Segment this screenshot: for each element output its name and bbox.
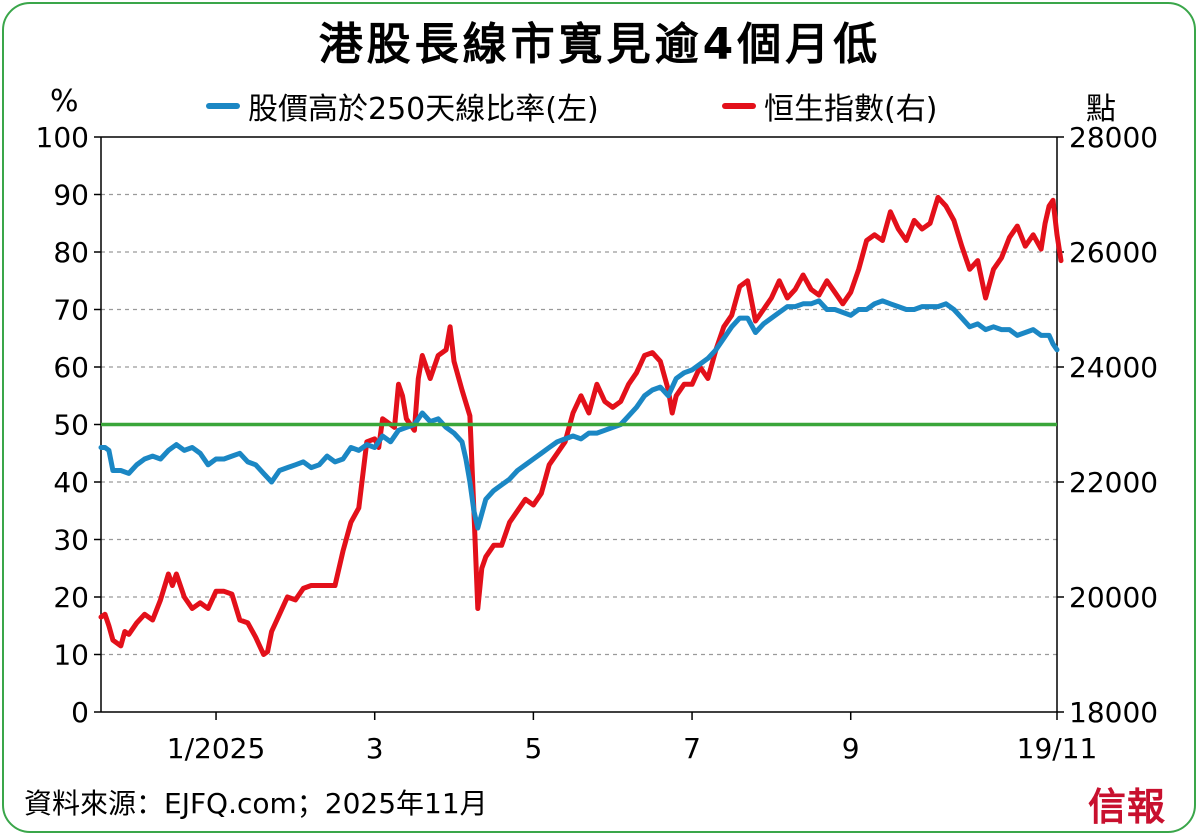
publisher-logo: 信報 <box>1088 784 1167 829</box>
legend-swatch-breadth <box>206 103 240 109</box>
right-tick-label-22000: 22000 <box>1069 466 1158 499</box>
left-tick-label-70: 70 <box>53 294 89 327</box>
x-tick-label-5: 19/11 <box>1017 732 1098 765</box>
right-tick-label-20000: 20000 <box>1069 581 1158 614</box>
legend-swatch-hsi <box>722 103 756 109</box>
legend-label-hsi: 恒生指數(右) <box>764 92 938 127</box>
right-tick-label-26000: 26000 <box>1069 236 1158 269</box>
right-tick-label-18000: 18000 <box>1069 696 1158 729</box>
left-tick-label-100: 100 <box>36 121 89 154</box>
x-tick-label-4: 9 <box>842 732 860 765</box>
x-tick-label-0: 1/2025 <box>167 732 266 765</box>
left-tick-label-20: 20 <box>53 581 89 614</box>
right-tick-label-24000: 24000 <box>1069 351 1158 384</box>
right-tick-label-28000: 28000 <box>1069 121 1158 154</box>
chart-title: 港股長線市寬見逾4個月低 <box>318 19 882 70</box>
left-tick-label-80: 80 <box>53 236 89 269</box>
left-tick-label-30: 30 <box>53 524 89 557</box>
legend-item-hsi: 恒生指數(右) <box>722 86 938 127</box>
left-axis-unit: % <box>50 84 79 119</box>
left-tick-label-60: 60 <box>53 351 89 384</box>
left-tick-label-50: 50 <box>53 409 89 442</box>
left-tick-label-40: 40 <box>53 466 89 499</box>
left-tick-label-10: 10 <box>53 639 89 672</box>
x-tick-label-1: 3 <box>366 732 384 765</box>
series-line-breadth <box>98 298 1060 531</box>
left-tick-label-90: 90 <box>53 179 89 212</box>
series-line-hsi <box>98 194 1064 657</box>
legend-label-breadth: 股價高於250天線比率(左) <box>248 92 599 127</box>
source-note: 資料來源：EJFQ.com；2025年11月 <box>24 787 488 820</box>
left-tick-label-0: 0 <box>71 696 89 729</box>
x-tick-label-2: 5 <box>524 732 542 765</box>
legend-item-breadth: 股價高於250天線比率(左) <box>206 86 599 127</box>
x-tick-label-3: 7 <box>683 732 701 765</box>
right-axis-unit: 點 <box>1086 92 1116 127</box>
